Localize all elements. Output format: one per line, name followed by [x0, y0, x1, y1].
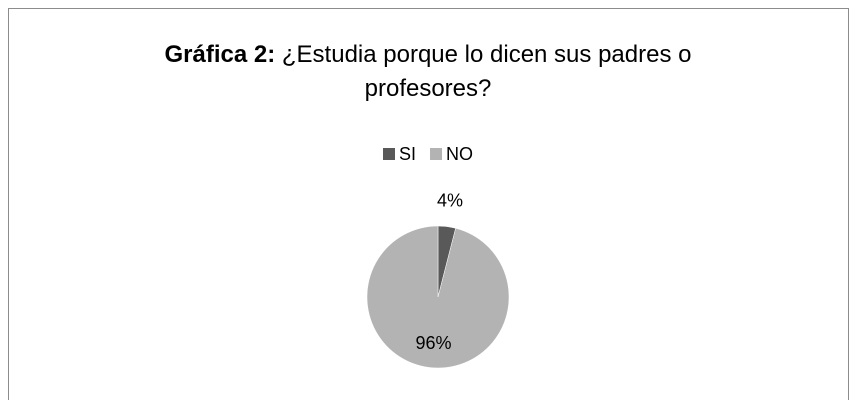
title-text: ¿Estudia porque lo dicen sus padres o pr… [281, 41, 692, 102]
chart-border [8, 8, 849, 400]
pie-slice [366, 225, 510, 369]
chart-title: Gráfica 2: ¿Estudia porque lo dicen sus … [118, 38, 738, 106]
data-label: 4% [437, 191, 463, 211]
data-label: 96% [416, 333, 452, 353]
legend-swatch [430, 148, 443, 160]
legend-swatch [383, 148, 395, 160]
title-label: Gráfica 2: [164, 41, 276, 68]
legend-label: NO [446, 144, 473, 164]
legend-label: SI [399, 144, 416, 164]
